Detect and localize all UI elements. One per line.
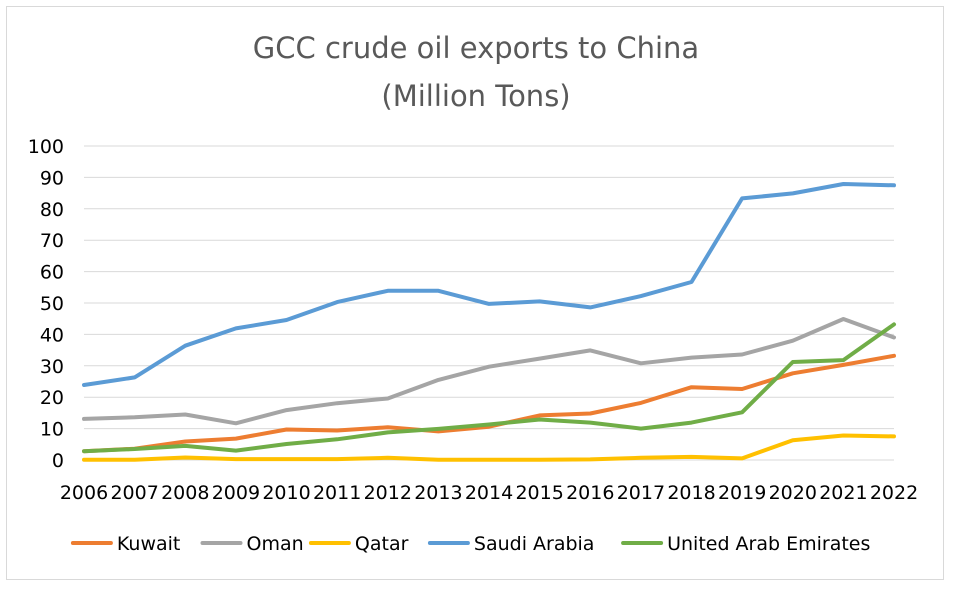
x-tick-label: 2016 xyxy=(566,482,614,504)
legend-label: Qatar xyxy=(355,533,409,555)
x-axis: 2006 2007 2008 2009 2010 2011 2012 2013 2014 2015… xyxy=(60,482,918,504)
x-tick-label: 2018 xyxy=(667,482,715,504)
chart-subtitle: (Million Tons) xyxy=(381,79,570,113)
y-tick-label: 30 xyxy=(40,356,64,378)
legend-item: Qatar xyxy=(308,533,409,555)
y-tick-label: 80 xyxy=(40,199,64,221)
x-tick-label: 2015 xyxy=(515,482,563,504)
x-tick-label: 2014 xyxy=(465,482,513,504)
legend-item: Oman xyxy=(200,533,304,555)
y-tick-label: 40 xyxy=(40,324,64,346)
x-tick-label: 2013 xyxy=(414,482,462,504)
series-line-united-arab-emirates xyxy=(82,322,896,454)
y-tick-label: 90 xyxy=(40,167,64,189)
legend-item: Kuwait xyxy=(70,533,180,555)
series-lines xyxy=(82,182,896,462)
series-line-qatar xyxy=(82,433,896,462)
x-tick-label: 2011 xyxy=(313,482,361,504)
y-tick-label: 0 xyxy=(52,450,64,472)
x-tick-label: 2022 xyxy=(870,482,918,504)
series-line-oman xyxy=(82,317,896,426)
y-tick-label: 20 xyxy=(40,387,64,409)
y-tick-label: 100 xyxy=(28,136,64,158)
legend-label: Kuwait xyxy=(117,533,180,555)
chart-title: GCC crude oil exports to China xyxy=(253,31,699,65)
x-tick-label: 2021 xyxy=(819,482,867,504)
x-tick-label: 2019 xyxy=(718,482,766,504)
x-tick-label: 2006 xyxy=(60,482,108,504)
x-tick-label: 2020 xyxy=(769,482,817,504)
legend-item: United Arab Emirates xyxy=(621,533,870,555)
x-tick-label: 2010 xyxy=(262,482,310,504)
y-axis: 0 10 20 30 40 50 60 70 80 90 100 xyxy=(28,136,64,472)
legend-label: United Arab Emirates xyxy=(667,533,870,555)
legend: Kuwait Oman Qatar Saudi Arabia United Arab E… xyxy=(70,533,870,555)
legend-label: Saudi Arabia xyxy=(474,533,595,555)
series-line-kuwait xyxy=(82,353,896,454)
x-tick-label: 2017 xyxy=(617,482,665,504)
y-tick-label: 60 xyxy=(40,262,64,284)
legend-label: Oman xyxy=(247,533,304,555)
x-tick-label: 2012 xyxy=(364,482,412,504)
x-tick-label: 2009 xyxy=(212,482,260,504)
y-tick-label: 50 xyxy=(40,293,64,315)
legend-item: Saudi Arabia xyxy=(427,533,595,555)
chart-frame xyxy=(6,6,944,580)
x-tick-label: 2008 xyxy=(161,482,209,504)
y-tick-label: 70 xyxy=(40,230,64,252)
y-tick-label: 10 xyxy=(40,419,64,441)
x-tick-label: 2007 xyxy=(110,482,158,504)
series-line-saudi-arabia xyxy=(82,182,896,387)
